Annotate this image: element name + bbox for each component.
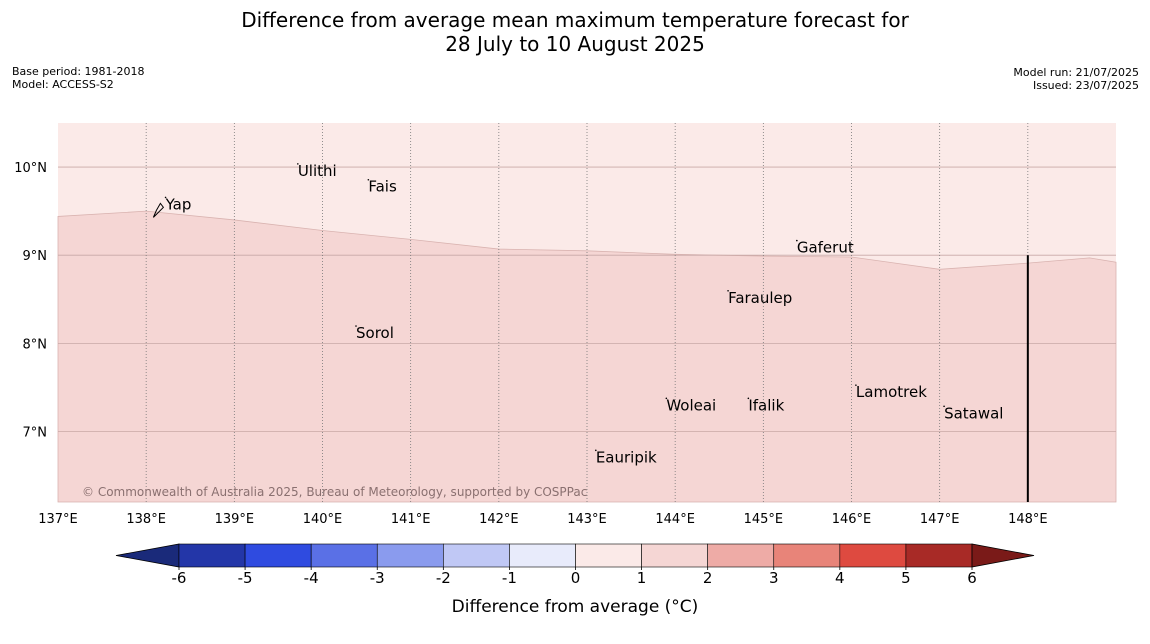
colorbar-segment — [509, 543, 576, 568]
place-label: Sorol — [356, 324, 394, 342]
model-name: Model: ACCESS-S2 — [12, 78, 114, 91]
place-label: Faraulep — [728, 289, 792, 307]
colorbar-segment — [310, 543, 378, 568]
lon-tick-label: 143°E — [567, 512, 607, 527]
island-marker — [164, 196, 167, 199]
colorbar-segment — [641, 543, 708, 568]
island-marker — [943, 405, 945, 408]
place-label: Satawal — [944, 404, 1003, 422]
island-marker — [595, 449, 597, 452]
title-line-1: Difference from average mean maximum tem… — [241, 8, 909, 32]
chart-title: Difference from average mean maximum tem… — [0, 8, 1150, 56]
colorbar-tick-label: -5 — [238, 569, 253, 587]
copyright-notice: © Commonwealth of Australia 2025, Bureau… — [82, 485, 587, 499]
issued-date: Issued: 23/07/2025 — [1032, 79, 1139, 92]
lat-tick-label: 10°N — [14, 161, 47, 176]
lon-tick-label: 137°E — [38, 512, 78, 527]
place-label: Lamotrek — [856, 383, 927, 401]
place-label: Woleai — [666, 396, 716, 414]
lon-tick-label: 144°E — [655, 512, 695, 527]
colorbar-tick-label: 2 — [703, 569, 713, 587]
model-run: Model run: 21/07/2025 — [1013, 66, 1139, 79]
lon-tick-label: 140°E — [303, 512, 343, 527]
meta-right: Model run: 21/07/2025 Issued: 23/07/2025 — [1013, 66, 1139, 92]
colorbar-segment — [773, 543, 841, 568]
place-label: Ulithi — [298, 162, 337, 180]
colorbar-segment — [575, 543, 642, 568]
island-marker — [727, 290, 729, 292]
colorbar-tick-label: -6 — [172, 569, 187, 587]
colorbar-tick-label: 4 — [835, 569, 845, 587]
colorbar-segment — [905, 543, 973, 568]
place-label: Gaferut — [797, 239, 854, 257]
colorbar-tick-label: 6 — [967, 569, 977, 587]
island-marker — [355, 325, 357, 327]
lon-tick-label: 142°E — [479, 512, 519, 527]
island-marker — [297, 163, 299, 165]
island-marker — [747, 397, 750, 400]
colorbar-segment — [178, 543, 246, 568]
colorbar-tick-label: 3 — [769, 569, 779, 587]
lat-tick-label: 7°N — [23, 425, 48, 440]
island-marker — [855, 384, 857, 386]
place-label: Yap — [165, 195, 192, 213]
colorbar-low-extension — [115, 543, 180, 568]
lat-tick-label: 9°N — [23, 249, 48, 264]
place-label: Ifalik — [748, 396, 784, 414]
colorbar-tick-label: -3 — [370, 569, 385, 587]
yap-island-icon — [152, 202, 165, 218]
place-label: Eauripik — [596, 448, 657, 466]
lon-tick-label: 145°E — [744, 512, 784, 527]
colorbar-label: Difference from average (°C) — [452, 597, 699, 617]
lon-tick-label: 138°E — [126, 512, 166, 527]
lon-tick-label: 146°E — [832, 512, 872, 527]
colorbar-segment — [443, 543, 510, 568]
colorbar-tick-label: -2 — [436, 569, 451, 587]
lat-tick-label: 8°N — [23, 337, 48, 352]
colorbar-tick-label: 0 — [571, 569, 581, 587]
colorbar-high-extension — [971, 543, 1035, 568]
lon-tick-label: 148°E — [1008, 512, 1048, 527]
colorbar-tick-label: -1 — [502, 569, 517, 587]
lon-tick-label: 139°E — [215, 512, 255, 527]
base-period: Base period: 1981-2018 — [12, 65, 145, 78]
lon-tick-label: 141°E — [391, 512, 431, 527]
island-marker — [665, 397, 668, 400]
meta-left: Base period: 1981-2018 Model: ACCESS-S2 — [12, 65, 144, 91]
colorbar-tick-label: 1 — [637, 569, 647, 587]
colorbar-segment — [707, 543, 775, 568]
colorbar-segment — [376, 543, 444, 568]
place-label: Fais — [368, 178, 397, 196]
colorbar-tick-label: -4 — [304, 569, 319, 587]
island-marker — [796, 239, 798, 242]
colorbar-segment — [839, 543, 907, 568]
colorbar-segment — [244, 543, 312, 568]
island-marker — [367, 178, 370, 181]
title-line-2: 28 July to 10 August 2025 — [445, 32, 705, 56]
forecast-map: 10°N 9°N 8°N 7°N 137°E 138°E 139°E 140°E 141°E 14… — [14, 123, 1117, 527]
lon-tick-label: 147°E — [920, 512, 960, 527]
colorbar-tick-label: 5 — [901, 569, 911, 587]
